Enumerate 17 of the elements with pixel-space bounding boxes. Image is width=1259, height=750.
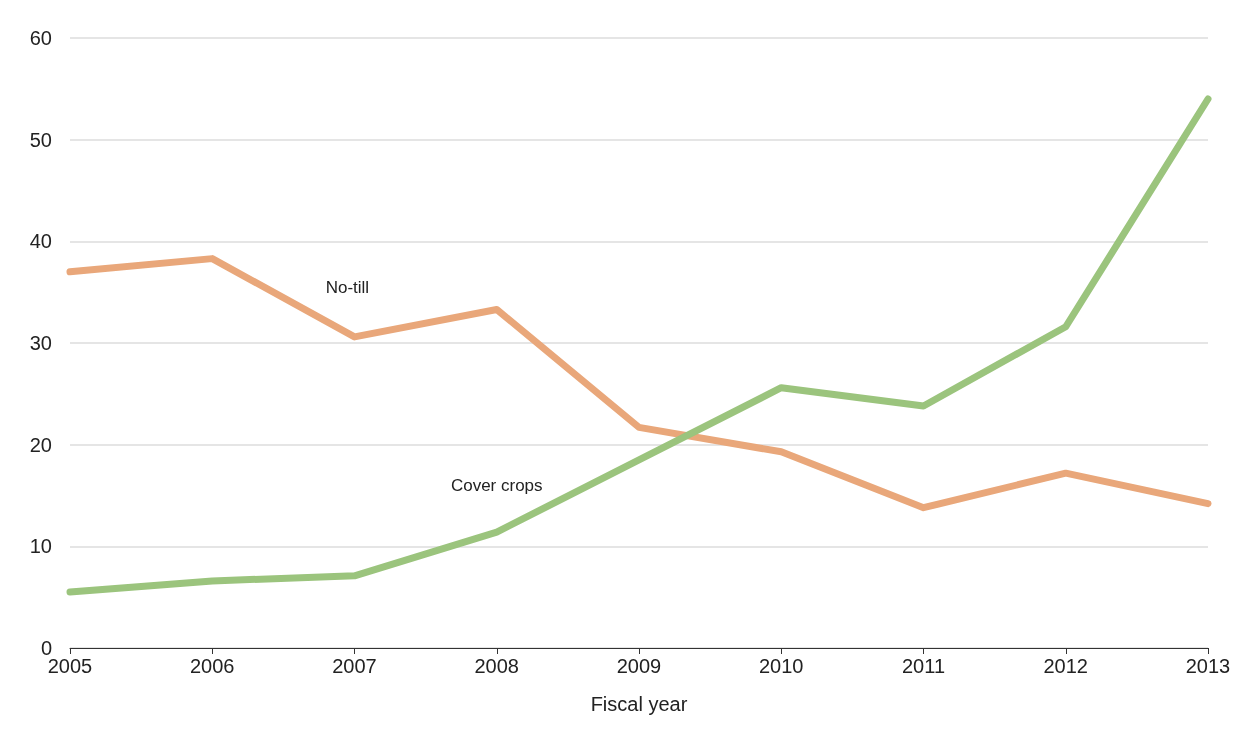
y-tick-label: 40 xyxy=(29,230,52,253)
series-label: Cover crops xyxy=(450,475,543,495)
series-label: No-till xyxy=(325,277,370,297)
x-tick-label: 2006 xyxy=(190,655,235,677)
y-tick-label: 60 xyxy=(29,27,52,49)
x-tick-label: 2012 xyxy=(1043,655,1088,677)
x-tick-label: 2011 xyxy=(901,655,946,677)
x-axis-title: Fiscal year xyxy=(590,693,688,715)
y-tick-label: 10 xyxy=(29,535,52,558)
x-tick-label: 2008 xyxy=(474,655,519,677)
y-tick-label: 50 xyxy=(29,128,52,151)
x-tick-label: 2010 xyxy=(759,655,804,677)
x-tick-label: 2013 xyxy=(1185,655,1231,677)
y-tick-label: 30 xyxy=(29,332,52,354)
y-tick-label: 20 xyxy=(29,433,52,456)
x-tick-label: 2009 xyxy=(616,655,662,677)
x-tick-label: 2007 xyxy=(332,655,377,677)
